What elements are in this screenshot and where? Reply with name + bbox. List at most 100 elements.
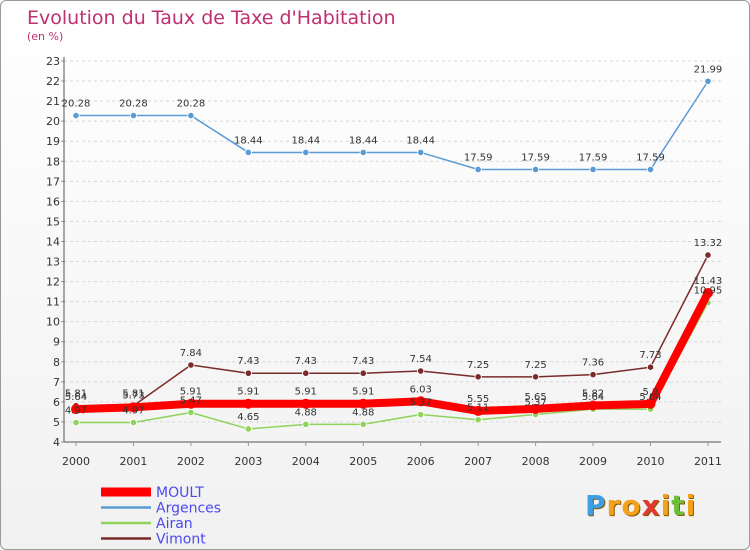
data-label-airan: 4.97 xyxy=(65,406,87,417)
data-label-airan: 5.37 xyxy=(524,398,546,409)
x-tick-label: 2003 xyxy=(234,455,262,468)
data-label-vimont: 7.84 xyxy=(180,348,202,359)
logo-letter: o xyxy=(621,489,642,522)
data-label-vimont: 13.32 xyxy=(694,238,723,249)
x-tick-label: 2010 xyxy=(637,455,665,468)
data-label-argences: 20.28 xyxy=(177,99,206,110)
data-point-argences xyxy=(359,148,367,157)
data-point-airan xyxy=(417,410,425,419)
data-label-vimont: 7.54 xyxy=(410,354,432,365)
data-label-argences: 18.44 xyxy=(291,135,320,146)
series-line-vimont xyxy=(76,254,709,407)
data-point-argences xyxy=(244,148,252,157)
y-tick-label: 23 xyxy=(46,55,60,68)
data-label-moult: 5.91 xyxy=(180,387,202,398)
data-label-argences: 17.59 xyxy=(521,152,550,163)
y-tick-label: 14 xyxy=(46,235,60,248)
y-tick-label: 19 xyxy=(46,135,60,148)
data-point-argences xyxy=(417,148,425,157)
y-tick-label: 13 xyxy=(46,256,60,269)
data-label-moult: 6.03 xyxy=(410,384,432,395)
data-label-vimont: 7.73 xyxy=(639,350,661,361)
data-point-vimont xyxy=(417,367,425,375)
y-tick-label: 5 xyxy=(53,416,60,429)
chart-title: Evolution du Taux de Taxe d'Habitation xyxy=(27,7,396,29)
data-label-airan: 4.97 xyxy=(122,406,144,417)
chart-subtitle: (en %) xyxy=(27,30,64,43)
data-label-airan: 5.37 xyxy=(410,398,432,409)
x-tick-label: 2007 xyxy=(464,455,492,468)
y-tick-label: 8 xyxy=(53,356,60,369)
logo-letter: i xyxy=(660,489,672,522)
logo-letter: r xyxy=(606,489,622,522)
data-label-vimont: 7.43 xyxy=(237,356,259,367)
data-point-vimont xyxy=(646,363,655,371)
data-point-airan xyxy=(72,418,80,427)
data-label-vimont: 7.43 xyxy=(295,356,317,367)
data-label-argences: 17.59 xyxy=(636,152,665,163)
y-tick-label: 15 xyxy=(46,215,60,228)
data-point-moult xyxy=(185,398,196,409)
data-point-argences xyxy=(302,148,310,157)
x-tick-label: 2006 xyxy=(407,455,435,468)
data-label-moult: 5.64 xyxy=(65,392,87,403)
series-lines xyxy=(71,77,713,433)
legend-label-vimont: Vimont xyxy=(156,532,206,548)
data-point-vimont xyxy=(589,371,597,379)
data-label-vimont: 7.25 xyxy=(524,360,546,371)
data-point-moult xyxy=(588,400,599,411)
data-label-moult: 5.91 xyxy=(237,387,259,398)
data-label-argences: 18.44 xyxy=(349,135,378,146)
proxiti-logo: Proxiti xyxy=(585,489,696,522)
data-point-argences xyxy=(474,165,482,174)
data-point-airan xyxy=(302,420,310,428)
x-tick-label: 2000 xyxy=(62,455,90,468)
legend-label-moult: MOULT xyxy=(156,485,204,501)
data-point-moult xyxy=(300,398,311,409)
data-label-argences: 20.28 xyxy=(119,99,148,110)
data-label-airan: 5.64 xyxy=(639,392,661,403)
data-label-airan: 5.64 xyxy=(582,392,604,403)
data-point-vimont xyxy=(244,369,252,377)
data-point-moult xyxy=(71,404,81,415)
y-tick-label: 4 xyxy=(53,436,60,449)
data-point-moult xyxy=(128,402,139,413)
y-tick-label: 10 xyxy=(46,316,60,329)
y-tick-label: 18 xyxy=(46,155,60,168)
data-label-vimont: 5.81 xyxy=(65,389,87,400)
data-point-moult xyxy=(358,398,369,409)
y-tick-label: 11 xyxy=(46,296,60,309)
data-point-airan xyxy=(187,408,195,417)
data-label-airan: 4.88 xyxy=(352,407,374,418)
x-tick-label: 2011 xyxy=(694,455,722,468)
data-label-moult: 5.91 xyxy=(352,387,374,398)
data-point-argences xyxy=(129,111,138,120)
data-point-vimont xyxy=(474,373,482,381)
logo-letter: i xyxy=(685,489,697,522)
y-tick-label: 17 xyxy=(46,175,60,188)
data-point-airan xyxy=(359,420,367,428)
data-point-argences xyxy=(589,165,597,174)
series-line-airan xyxy=(76,302,709,430)
data-label-airan: 10.95 xyxy=(694,286,723,297)
data-point-vimont xyxy=(302,369,310,377)
x-tick-label: 2005 xyxy=(349,455,377,468)
data-point-vimont xyxy=(359,369,367,377)
data-label-argences: 18.44 xyxy=(406,135,435,146)
data-label-moult: 5.91 xyxy=(295,387,317,398)
y-tick-label: 16 xyxy=(46,195,60,208)
legend-label-airan: Airan xyxy=(156,516,193,532)
data-label-moult: 5.73 xyxy=(122,390,144,401)
data-label-airan: 5.11 xyxy=(467,403,489,414)
data-point-argences xyxy=(531,165,540,174)
data-label-vimont: 5.81 xyxy=(122,389,144,400)
axes: 4 5 6 7 8 9 10 11 12 13 14 15 16 17 18 19 20 21 22 23 2000 20… xyxy=(46,55,722,468)
data-point-moult xyxy=(702,288,713,299)
data-point-moult xyxy=(530,403,541,414)
data-label-argences: 18.44 xyxy=(234,135,263,146)
logo-letter: t xyxy=(671,489,686,522)
data-label-vimont: 7.43 xyxy=(352,356,374,367)
data-point-moult xyxy=(473,405,484,416)
data-label-airan: 4.65 xyxy=(237,412,259,423)
